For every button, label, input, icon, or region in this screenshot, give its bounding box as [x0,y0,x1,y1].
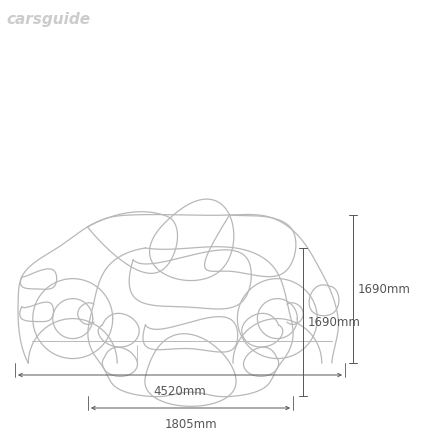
Text: 1690mm: 1690mm [308,316,361,329]
Text: carsguide: carsguide [6,12,90,27]
Text: 1805mm: 1805mm [164,418,217,431]
Text: 4520mm: 4520mm [154,385,206,398]
Text: 1690mm: 1690mm [358,282,411,296]
